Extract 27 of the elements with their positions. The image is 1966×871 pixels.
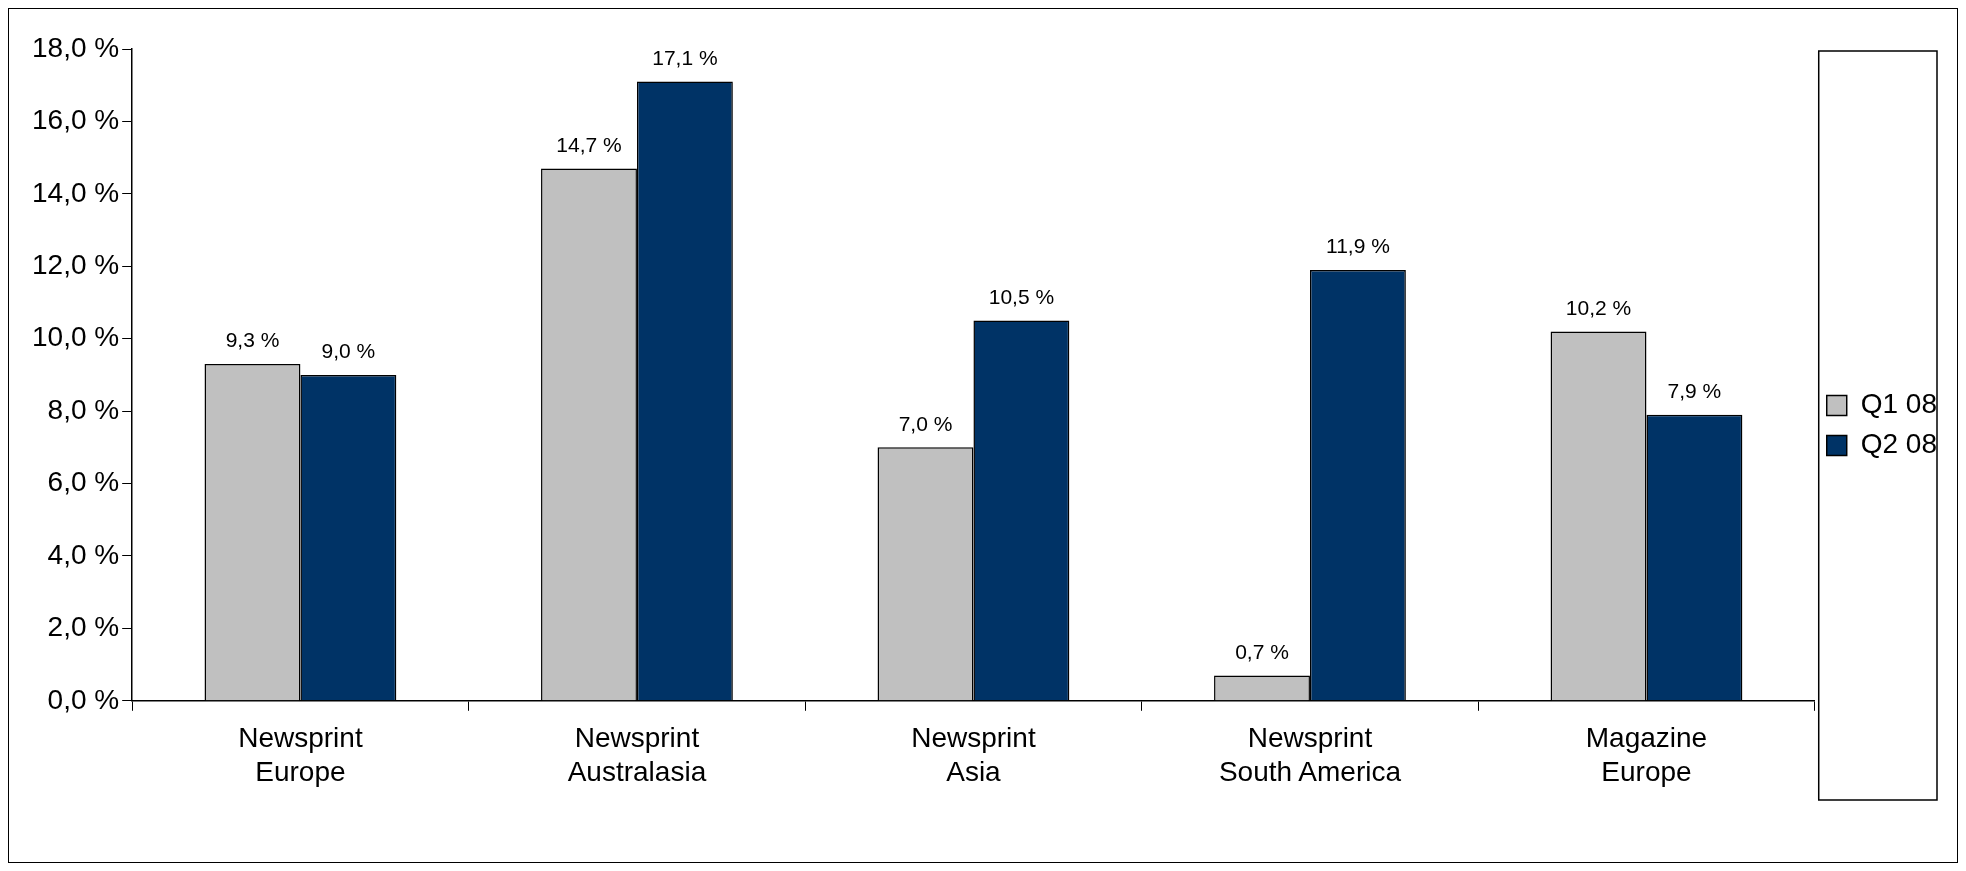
legend-label: Q2 08 <box>1860 428 1938 460</box>
y-tick-label: 4,0 % <box>47 538 120 570</box>
x-tick-label: Newsprint South America <box>1218 722 1402 787</box>
y-tick-label: 10,0 % <box>32 321 120 353</box>
data-label: 9,0 % <box>321 339 376 363</box>
data-label: 7,0 % <box>898 411 953 435</box>
y-tick-label: 12,0 % <box>32 248 120 280</box>
y-tick-label: 6,0 % <box>47 466 120 498</box>
data-label: 10,5 % <box>988 284 1055 308</box>
data-label: 0,7 % <box>1235 639 1289 663</box>
data-label: 11,9 % <box>1326 234 1390 258</box>
y-tick-label: 0,0 % <box>47 683 120 715</box>
x-tick-label: Newsprint Asia <box>911 722 1036 787</box>
x-tick-label: Newsprint Europe <box>238 722 363 787</box>
y-tick-label: 16,0 % <box>32 104 120 136</box>
legend-label: Q1 08 <box>1860 388 1938 420</box>
data-label: 17,1 % <box>652 45 718 69</box>
y-tick-label: 18,0 % <box>32 31 120 63</box>
y-tick-label: 14,0 % <box>32 176 120 208</box>
y-tick-label: 8,0 % <box>47 393 120 425</box>
x-tick-label: Magazine Europe <box>1585 722 1708 787</box>
data-label: 10,2 % <box>1565 295 1632 319</box>
x-tick-label: Newsprint Australasia <box>567 722 707 787</box>
data-label: 9,3 % <box>225 328 280 352</box>
data-label: 7,9 % <box>1667 379 1722 403</box>
y-tick-label: 2,0 % <box>47 611 120 643</box>
data-label: 14,7 % <box>556 132 622 156</box>
